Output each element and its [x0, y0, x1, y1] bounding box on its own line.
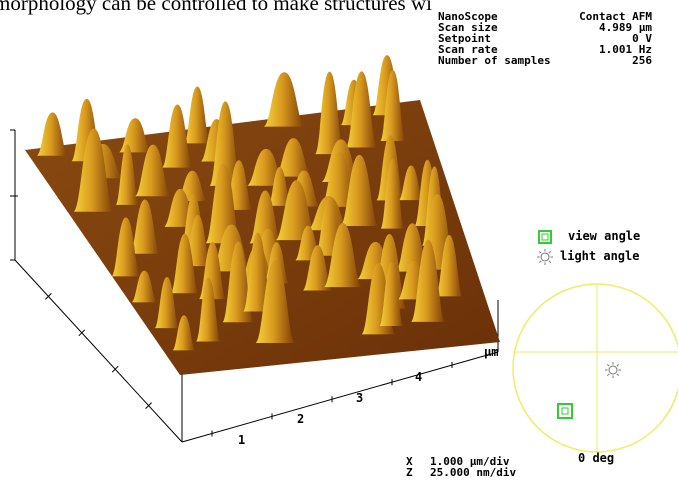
legend-light: light angle — [560, 249, 639, 263]
axis-labels: 1 2 3 4 — [238, 370, 422, 447]
sun-ray — [616, 373, 620, 377]
tick — [45, 293, 52, 300]
sun-ray — [616, 363, 620, 367]
sun-core — [540, 252, 550, 262]
peak — [111, 217, 141, 277]
peak — [380, 158, 405, 229]
axis-tick-label: 1 — [238, 433, 245, 447]
peak — [170, 233, 199, 294]
peak — [315, 71, 344, 155]
peak — [435, 235, 463, 297]
peak — [340, 154, 379, 227]
peak — [130, 199, 160, 254]
angle-label: 0 deg — [578, 451, 614, 465]
info-value: 256 — [632, 54, 652, 67]
view-icon-inner — [541, 233, 549, 241]
peak — [209, 101, 241, 186]
peak — [395, 223, 429, 272]
peak — [73, 128, 114, 212]
light-icon — [537, 249, 553, 265]
peak — [275, 138, 312, 177]
info-key: NanoScope — [438, 10, 498, 23]
axis-ticks — [45, 293, 453, 437]
peak — [119, 118, 152, 153]
info-value: 4.989 µm — [599, 21, 652, 34]
info-key: Scan size — [438, 21, 498, 34]
peak — [135, 144, 171, 197]
info-panel: NanoScope Contact AFM Scan size 4.989 µm Set… — [438, 10, 652, 67]
sun-ray — [538, 260, 542, 264]
peak — [379, 262, 404, 326]
sun-ray — [548, 260, 552, 264]
info-key: Scan rate — [438, 43, 498, 56]
peak — [132, 270, 157, 303]
angle-circle — [512, 283, 678, 453]
scale-key: Z — [406, 466, 413, 479]
peak — [249, 190, 282, 244]
scale-panel: X 1.000 µm/div Z 25.000 nm/div — [406, 455, 516, 479]
info-value: 0 V — [632, 32, 652, 45]
legend-view: view angle — [568, 229, 640, 243]
info-key: Number of samples — [438, 54, 551, 67]
axis-tick-label: 3 — [356, 391, 363, 405]
scale-key: X — [406, 455, 413, 468]
tick — [145, 402, 152, 409]
peak — [263, 72, 305, 127]
peak — [222, 241, 254, 323]
peak — [115, 144, 139, 205]
peak — [399, 165, 423, 201]
peak — [37, 112, 68, 156]
sun-ray — [606, 363, 610, 367]
peak — [255, 260, 295, 343]
view-icon — [538, 230, 552, 244]
peak — [243, 232, 273, 312]
peak — [205, 163, 242, 244]
sun-ray — [548, 250, 552, 254]
scale-value: 1.000 µm/div — [430, 455, 510, 468]
surface-peaks — [37, 55, 463, 351]
peak — [302, 245, 333, 291]
caption: morphology can be controlled to make str… — [0, 0, 432, 15]
peak — [411, 239, 446, 322]
info-key: Setpoint — [438, 32, 491, 45]
peak — [346, 71, 378, 148]
tick — [111, 365, 119, 373]
axis-unit: µm — [484, 345, 498, 359]
info-value: Contact AFM — [579, 10, 652, 23]
peak — [155, 277, 180, 329]
axes-box — [10, 129, 499, 443]
peak — [268, 166, 291, 206]
peak — [275, 180, 318, 241]
view-position — [557, 403, 573, 419]
peak — [196, 277, 221, 342]
peak — [184, 86, 211, 144]
view-position-inner — [561, 407, 569, 415]
light-position — [605, 362, 621, 378]
axis-tick-label: 4 — [415, 370, 422, 384]
peak — [162, 104, 193, 168]
sun-ray — [606, 373, 610, 377]
sun-core — [608, 365, 618, 375]
peak — [380, 70, 406, 141]
sun-ray — [538, 250, 542, 254]
scale-value: 25.000 nm/div — [430, 466, 516, 479]
peak — [172, 315, 196, 351]
peak — [324, 223, 362, 288]
axis-tick-label: 2 — [297, 412, 304, 426]
info-value: 1.001 Hz — [599, 43, 652, 56]
tick — [78, 329, 86, 337]
